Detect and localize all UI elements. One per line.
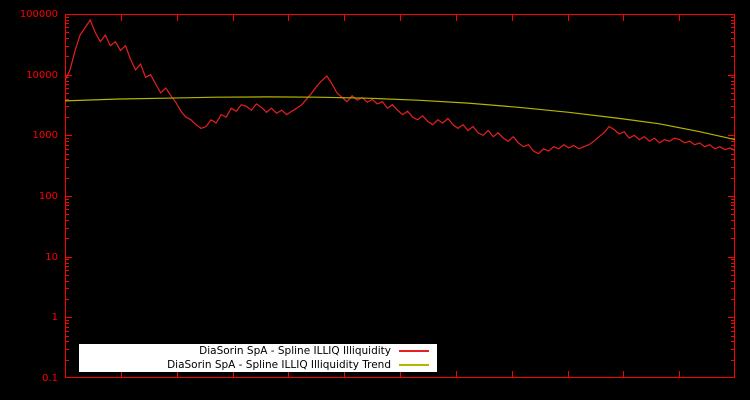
illiquidity-line (65, 18, 735, 155)
legend-line-sample-illiquidity (399, 350, 429, 352)
y-tick-label: 100000 (19, 9, 58, 20)
y-tick-label: 1000 (32, 130, 58, 142)
legend-row: DiaSorin SpA - Spline ILLIQ Illiquidity … (79, 359, 437, 372)
y-axis-tick-labels: 100000 10000 1000 100 10 1 0.1 (0, 0, 60, 400)
plot-svg (65, 14, 735, 378)
legend-line-sample-trend (399, 364, 429, 366)
legend: DiaSorin SpA - Spline ILLIQ Illiquidity … (79, 344, 437, 372)
plot-border (65, 14, 735, 378)
trend-line (65, 96, 735, 141)
y-tick-label: 1 (51, 312, 58, 324)
legend-row: DiaSorin SpA - Spline ILLIQ Illiquidity (79, 345, 437, 358)
legend-label-trend: DiaSorin SpA - Spline ILLIQ Illiquidity … (167, 359, 391, 371)
y-tick-label: 0.1 (42, 373, 58, 384)
y-tick-label: 10 (45, 251, 58, 263)
legend-label-illiquidity: DiaSorin SpA - Spline ILLIQ Illiquidity (199, 345, 391, 357)
y-tick-label: 10000 (26, 69, 58, 81)
y-tick-label: 100 (38, 191, 58, 202)
